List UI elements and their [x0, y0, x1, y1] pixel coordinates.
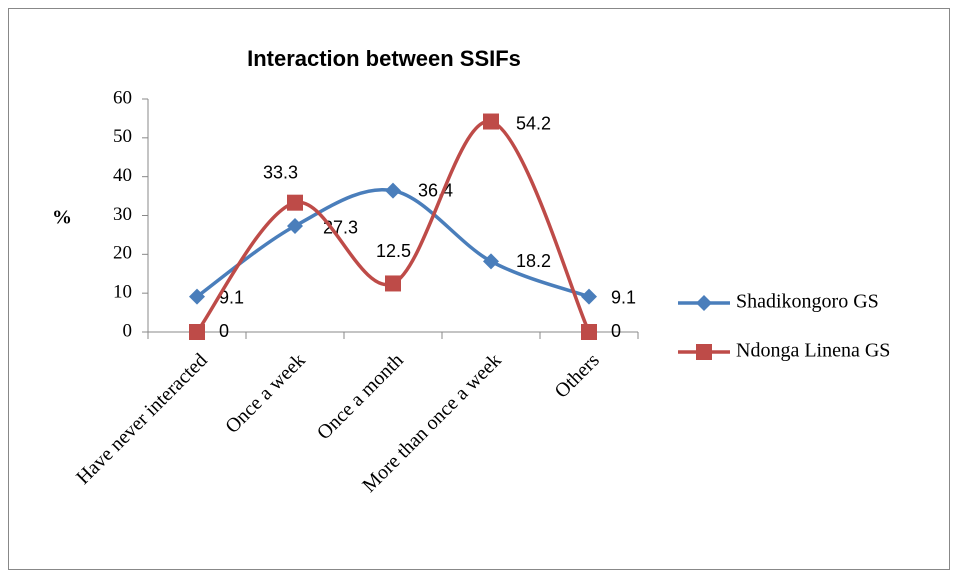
y-tick-label: 0	[123, 320, 133, 341]
marker	[287, 217, 303, 234]
marker	[581, 288, 597, 305]
data-label: 0	[611, 321, 621, 341]
y-tick-label: 50	[113, 126, 132, 147]
marker	[483, 113, 499, 130]
marker	[189, 288, 205, 305]
y-tick-label: 40	[113, 165, 132, 186]
chart-title: Interaction between SSIFs	[247, 46, 521, 71]
legend-label: Ndonga Linena GS	[736, 340, 890, 362]
y-tick-label: 60	[113, 87, 132, 108]
legend-label: Shadikongoro GS	[736, 291, 879, 313]
marker	[581, 324, 597, 340]
marker	[696, 295, 712, 311]
data-label: 33.3	[263, 162, 298, 182]
data-label: 54.2	[516, 113, 551, 133]
y-axis-label: %	[52, 207, 72, 229]
data-label: 9.1	[611, 287, 636, 307]
marker	[483, 253, 499, 270]
y-tick-label: 30	[113, 204, 132, 225]
marker	[696, 344, 712, 360]
y-tick-label: 10	[113, 282, 132, 303]
data-label: 9.1	[219, 287, 244, 307]
data-label: 12.5	[376, 241, 411, 261]
marker	[287, 194, 303, 211]
marker	[189, 324, 205, 340]
marker	[385, 182, 401, 199]
data-label: 0	[219, 321, 229, 341]
y-tick-label: 20	[113, 243, 132, 264]
data-label: 27.3	[323, 218, 358, 238]
marker	[385, 275, 401, 292]
data-label: 18.2	[516, 251, 551, 271]
chart-border	[8, 8, 950, 570]
